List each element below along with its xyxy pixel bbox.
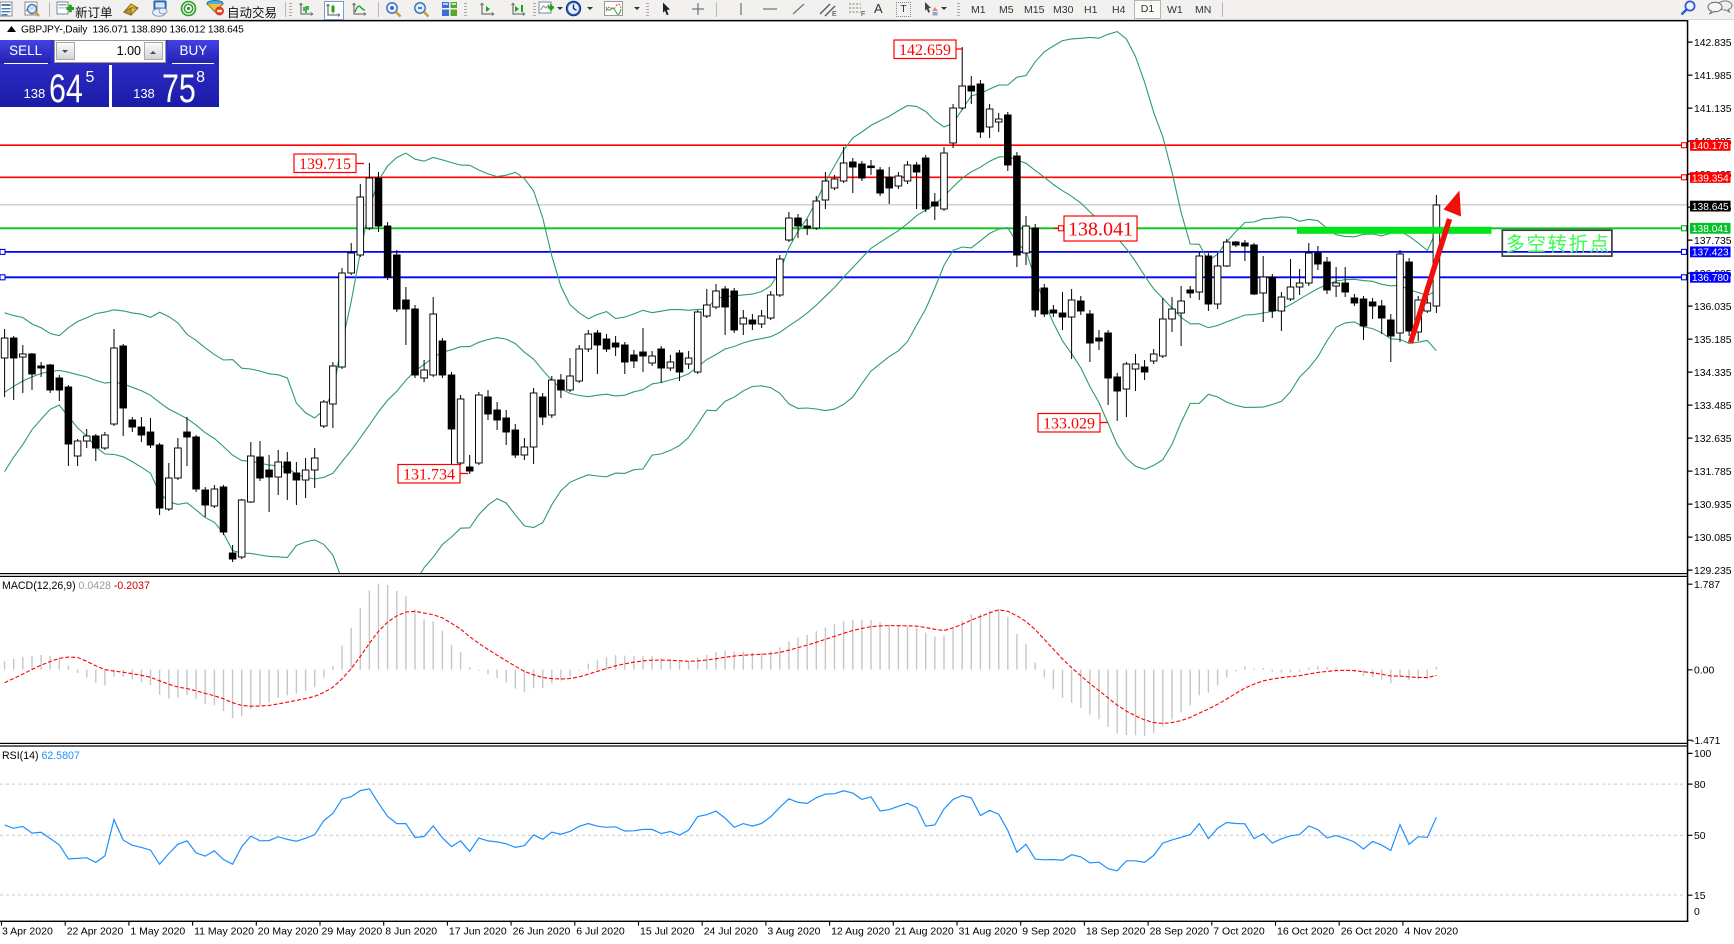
svg-text:135.185: 135.185 — [1694, 335, 1732, 346]
svg-text:0: 0 — [1694, 907, 1700, 918]
svg-text:141.135: 141.135 — [1694, 104, 1732, 115]
svg-text:141.985: 141.985 — [1694, 71, 1732, 82]
svg-text:131.734: 131.734 — [403, 467, 455, 484]
svg-text:4 Nov 2020: 4 Nov 2020 — [1404, 926, 1458, 938]
svg-text:133.485: 133.485 — [1694, 401, 1732, 412]
svg-text:100: 100 — [1694, 749, 1712, 760]
svg-text:50: 50 — [1694, 831, 1706, 842]
svg-text:F: F — [861, 11, 865, 17]
svg-text:MACD(12,26,9) 0.0428 -0.2037: MACD(12,26,9) 0.0428 -0.2037 — [2, 580, 150, 592]
svg-text:130.085: 130.085 — [1694, 533, 1732, 544]
svg-text:136.035: 136.035 — [1694, 302, 1732, 313]
svg-text:138.645: 138.645 — [1692, 202, 1729, 213]
svg-text:142.835: 142.835 — [1694, 38, 1732, 49]
svg-text:129.235: 129.235 — [1694, 566, 1732, 577]
svg-text:140.178: 140.178 — [1692, 141, 1729, 152]
svg-text:22 Apr 2020: 22 Apr 2020 — [67, 926, 124, 938]
svg-text:138.041: 138.041 — [1068, 219, 1133, 241]
svg-text:26 Jun 2020: 26 Jun 2020 — [513, 926, 571, 938]
svg-text:20 May 2020: 20 May 2020 — [258, 926, 319, 938]
svg-text:136.780: 136.780 — [1692, 273, 1729, 284]
svg-text:9 Sep 2020: 9 Sep 2020 — [1022, 926, 1076, 938]
svg-text:137.735: 137.735 — [1694, 236, 1732, 247]
svg-text:138.041: 138.041 — [1692, 224, 1729, 235]
svg-text:1.787: 1.787 — [1694, 580, 1720, 591]
svg-text:E: E — [832, 11, 837, 17]
svg-text:134.335: 134.335 — [1694, 368, 1732, 379]
svg-text:GBPJPY-,Daily 136.071 138.890: GBPJPY-,Daily 136.071 138.890 136.012 13… — [21, 25, 244, 36]
svg-text:17 Jun 2020: 17 Jun 2020 — [449, 926, 507, 938]
svg-text:0.00: 0.00 — [1694, 666, 1714, 677]
svg-text:137.423: 137.423 — [1692, 248, 1729, 259]
svg-text:3 Apr 2020: 3 Apr 2020 — [2, 926, 53, 938]
svg-text:16 Oct 2020: 16 Oct 2020 — [1277, 926, 1334, 938]
svg-text:11 May 2020: 11 May 2020 — [194, 926, 254, 938]
svg-text:80: 80 — [1694, 780, 1706, 791]
svg-text:12 Aug 2020: 12 Aug 2020 — [831, 926, 890, 938]
svg-text:31 Aug 2020: 31 Aug 2020 — [959, 926, 1018, 938]
svg-text:8 Jun 2020: 8 Jun 2020 — [385, 926, 437, 938]
svg-text:26 Oct 2020: 26 Oct 2020 — [1341, 926, 1398, 938]
svg-text:RSI(14) 62.5807: RSI(14) 62.5807 — [2, 750, 80, 762]
svg-text:15 Jul 2020: 15 Jul 2020 — [640, 926, 694, 938]
svg-text:28 Sep 2020: 28 Sep 2020 — [1150, 926, 1210, 938]
svg-text:3 Aug 2020: 3 Aug 2020 — [767, 926, 820, 938]
svg-text:24 Jul 2020: 24 Jul 2020 — [704, 926, 758, 938]
svg-text:多空转折点: 多空转折点 — [1505, 233, 1610, 255]
svg-text:18 Sep 2020: 18 Sep 2020 — [1086, 926, 1146, 938]
svg-text:29 May 2020: 29 May 2020 — [322, 926, 383, 938]
svg-text:7 Oct 2020: 7 Oct 2020 — [1213, 926, 1265, 938]
svg-text:139.354: 139.354 — [1692, 173, 1729, 184]
svg-text:6 Jul 2020: 6 Jul 2020 — [576, 926, 625, 938]
svg-text:133.029: 133.029 — [1043, 416, 1095, 433]
svg-text:-1.471: -1.471 — [1691, 736, 1721, 747]
svg-text:15: 15 — [1694, 891, 1706, 902]
svg-text:131.785: 131.785 — [1694, 467, 1732, 478]
svg-text:142.659: 142.659 — [899, 42, 951, 59]
svg-text:130.935: 130.935 — [1694, 500, 1732, 511]
svg-text:139.715: 139.715 — [299, 156, 351, 173]
svg-text:21 Aug 2020: 21 Aug 2020 — [895, 926, 954, 938]
svg-text:1 May 2020: 1 May 2020 — [130, 926, 185, 938]
svg-text:132.635: 132.635 — [1694, 434, 1732, 445]
